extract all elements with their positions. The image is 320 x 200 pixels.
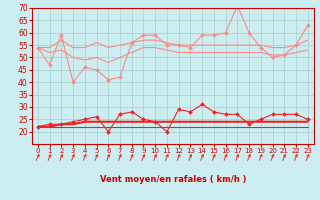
Text: Vent moyen/en rafales ( km/h ): Vent moyen/en rafales ( km/h ) xyxy=(100,176,246,184)
